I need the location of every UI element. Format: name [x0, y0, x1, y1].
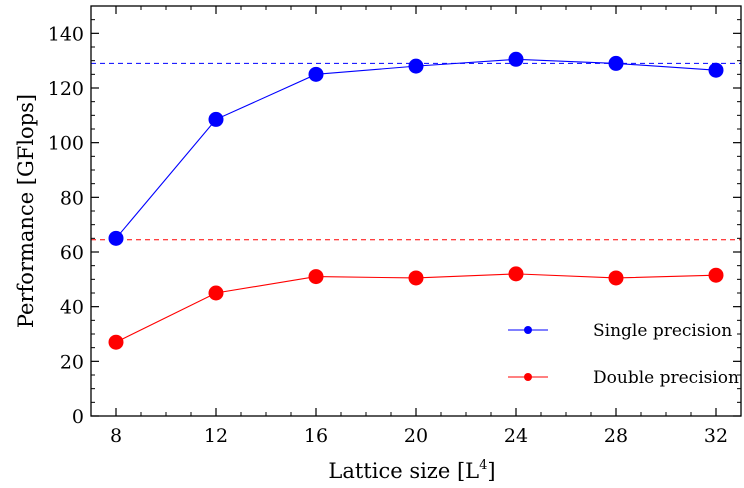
x-tick-label: 32: [704, 425, 728, 447]
data-point: [708, 267, 724, 283]
axis-ticks: [91, 6, 741, 417]
x-tick-label: 24: [504, 425, 528, 447]
data-point: [608, 55, 624, 71]
data-point: [308, 269, 324, 285]
data-point: [308, 66, 324, 82]
data-point: [208, 111, 224, 127]
data-point: [508, 51, 524, 67]
y-tick-label: 40: [60, 297, 84, 319]
data-point: [508, 266, 524, 282]
x-tick-label: 20: [404, 425, 428, 447]
y-tick-label: 80: [60, 187, 84, 209]
x-axis-title-main: Lattice size [L: [328, 459, 479, 483]
y-tick-label: 100: [48, 133, 84, 155]
x-axis-title: Lattice size [L4]: [328, 458, 495, 483]
data-point: [408, 270, 424, 286]
x-axis-title-end: ]: [487, 459, 495, 483]
data-point: [108, 334, 124, 350]
y-tick-label: 140: [48, 23, 84, 45]
legend-marker: [524, 326, 532, 334]
x-tick-label: 28: [604, 425, 628, 447]
series-line-0: [115, 58, 717, 239]
y-tick-label: 0: [72, 406, 84, 428]
series-1: [108, 266, 724, 350]
x-tick-label: 12: [204, 425, 228, 447]
series-layer: [108, 51, 724, 350]
legend-label: Single precision: [593, 321, 732, 341]
legend-item-0: Single precision: [508, 321, 732, 341]
data-point: [608, 270, 624, 286]
legend-item-1: Double precision: [508, 368, 739, 388]
x-tick-label: 8: [110, 425, 122, 447]
legend-marker: [524, 373, 532, 381]
tick-labels: 8 12 16 20 24 28 32 0 20 40 60 80 100 120 140: [48, 23, 728, 447]
series-0: [108, 51, 724, 246]
y-tick-label: 60: [60, 242, 84, 264]
y-tick-label: 120: [48, 78, 84, 100]
data-point: [708, 62, 724, 78]
data-point: [108, 230, 124, 246]
y-tick-label: 20: [60, 351, 84, 373]
y-axis-title: Performance [GFlops]: [14, 94, 38, 328]
data-point: [408, 58, 424, 74]
x-axis-title-exponent: 4: [479, 458, 487, 473]
legend-label: Double precision: [593, 368, 739, 388]
data-point: [208, 285, 224, 301]
x-tick-label: 16: [304, 425, 328, 447]
legend: Single precision Double precision: [508, 321, 739, 388]
